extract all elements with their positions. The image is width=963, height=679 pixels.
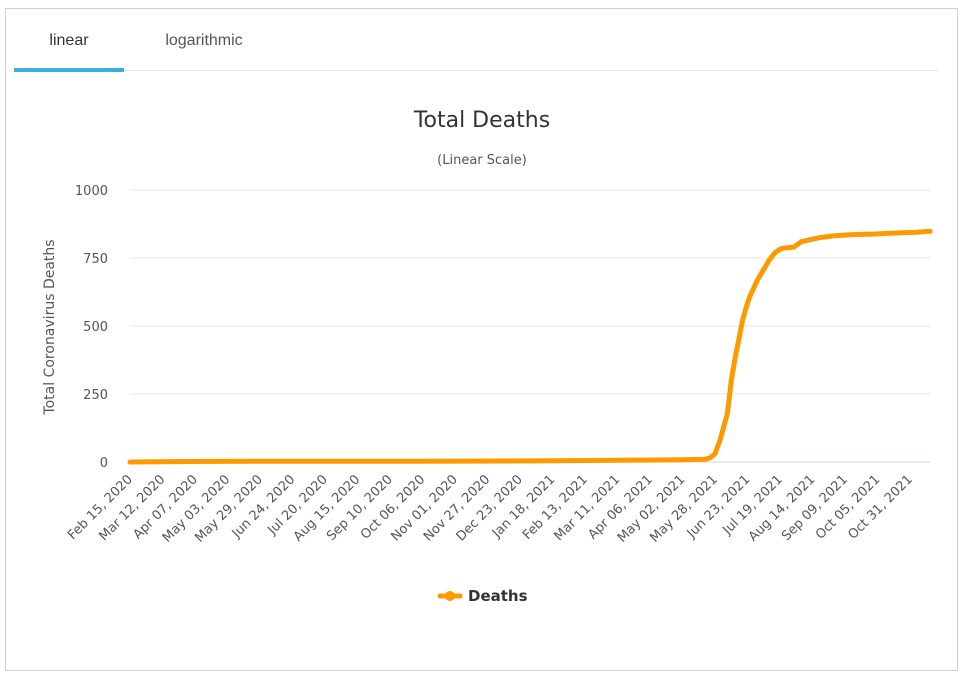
y-tick-labels: 0 250 500 750 1000 [75, 184, 108, 471]
legend-swatch-marker [445, 591, 455, 601]
tab-logarithmic[interactable]: logarithmic [142, 20, 266, 70]
y-tick-label: 250 [83, 388, 108, 403]
y-axis-title: Total Coronavirus Deaths [42, 239, 58, 415]
legend-label-deaths: Deaths [468, 587, 528, 605]
chart-title: Total Deaths [413, 108, 550, 133]
scale-tabs: linear logarithmic [14, 20, 938, 72]
tab-linear[interactable]: linear [14, 20, 124, 72]
y-tick-label: 500 [83, 320, 108, 335]
tab-logarithmic-label: logarithmic [165, 32, 243, 49]
y-tick-label: 750 [83, 252, 108, 267]
legend[interactable]: Deaths [437, 587, 528, 605]
chart-panel [5, 8, 958, 671]
y-tick-label: 0 [100, 456, 108, 471]
grid-lines [130, 189, 930, 463]
y-tick-label: 1000 [75, 184, 108, 199]
active-tab-indicator [14, 68, 124, 72]
series-line-deaths [127, 228, 933, 465]
chart-subtitle: (Linear Scale) [437, 153, 527, 168]
tab-linear-label: linear [49, 32, 89, 49]
